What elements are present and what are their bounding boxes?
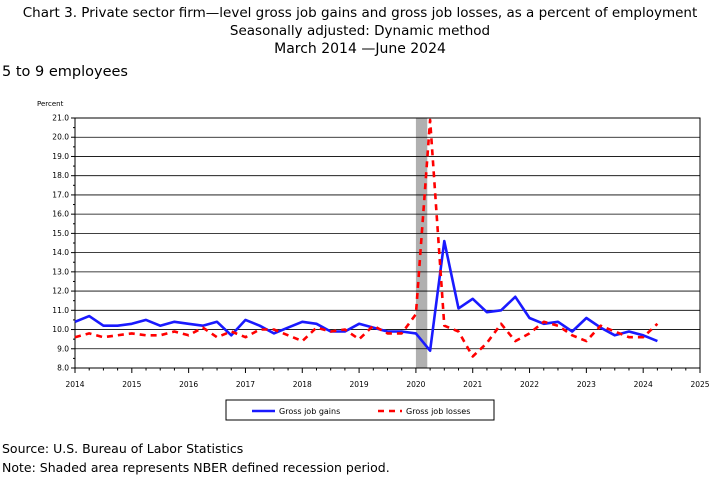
x-tick-label: 2023 (577, 380, 596, 389)
chart-subtitle: 5 to 9 employees (2, 64, 128, 80)
y-tick-label: 15.0 (52, 229, 69, 238)
x-tick-label: 2020 (406, 380, 425, 389)
gross-job-losses-line (74, 118, 659, 358)
chart-title-period: March 2014 —June 2024 (274, 41, 446, 57)
y-tick-label: 10.0 (52, 325, 69, 334)
x-tick-label: 2024 (634, 380, 653, 389)
chart-title-method: Seasonally adjusted: Dynamic method (229, 23, 491, 39)
x-tick-label: 2025 (690, 380, 709, 389)
y-tick-label: 18.0 (52, 171, 69, 180)
x-tick-label: 2015 (122, 380, 141, 389)
x-tick-label: 2018 (293, 380, 312, 389)
x-tick-label: 2019 (350, 380, 369, 389)
y-tick-label: 14.0 (52, 248, 69, 257)
y-tick-label: 11.0 (52, 306, 69, 315)
plot-frame (74, 117, 701, 369)
y-tick-label: 13.0 (52, 267, 69, 276)
legend-box (225, 399, 495, 421)
y-tick-label: 17.0 (52, 190, 69, 199)
y-tick-label: 9.0 (57, 344, 69, 353)
x-tick-label: 2017 (236, 380, 255, 389)
y-tick-label: 16.0 (52, 210, 69, 219)
y-tick-label: 20.0 (52, 133, 69, 142)
x-tick-label: 2021 (463, 380, 482, 389)
legend-label-gains: Gross job gains (279, 407, 340, 416)
gross-job-gains-line (74, 239, 658, 353)
y-tick-label: 12.0 (52, 287, 69, 296)
y-tick-label: 8.0 (57, 364, 69, 373)
footer-note: Note: Shaded area represents NBER define… (2, 460, 390, 475)
y-axis-label: Percent (37, 100, 64, 108)
y-tick-label: 21.0 (52, 114, 69, 123)
chart-title: Chart 3. Private sector firm—level gross… (22, 5, 698, 21)
footer-source: Source: U.S. Bureau of Labor Statistics (2, 441, 244, 456)
x-tick-label: 2014 (65, 380, 84, 389)
x-tick-label: 2022 (520, 380, 539, 389)
legend-label-losses: Gross job losses (406, 407, 470, 416)
x-tick-label: 2016 (179, 380, 198, 389)
y-tick-label: 19.0 (52, 152, 69, 161)
